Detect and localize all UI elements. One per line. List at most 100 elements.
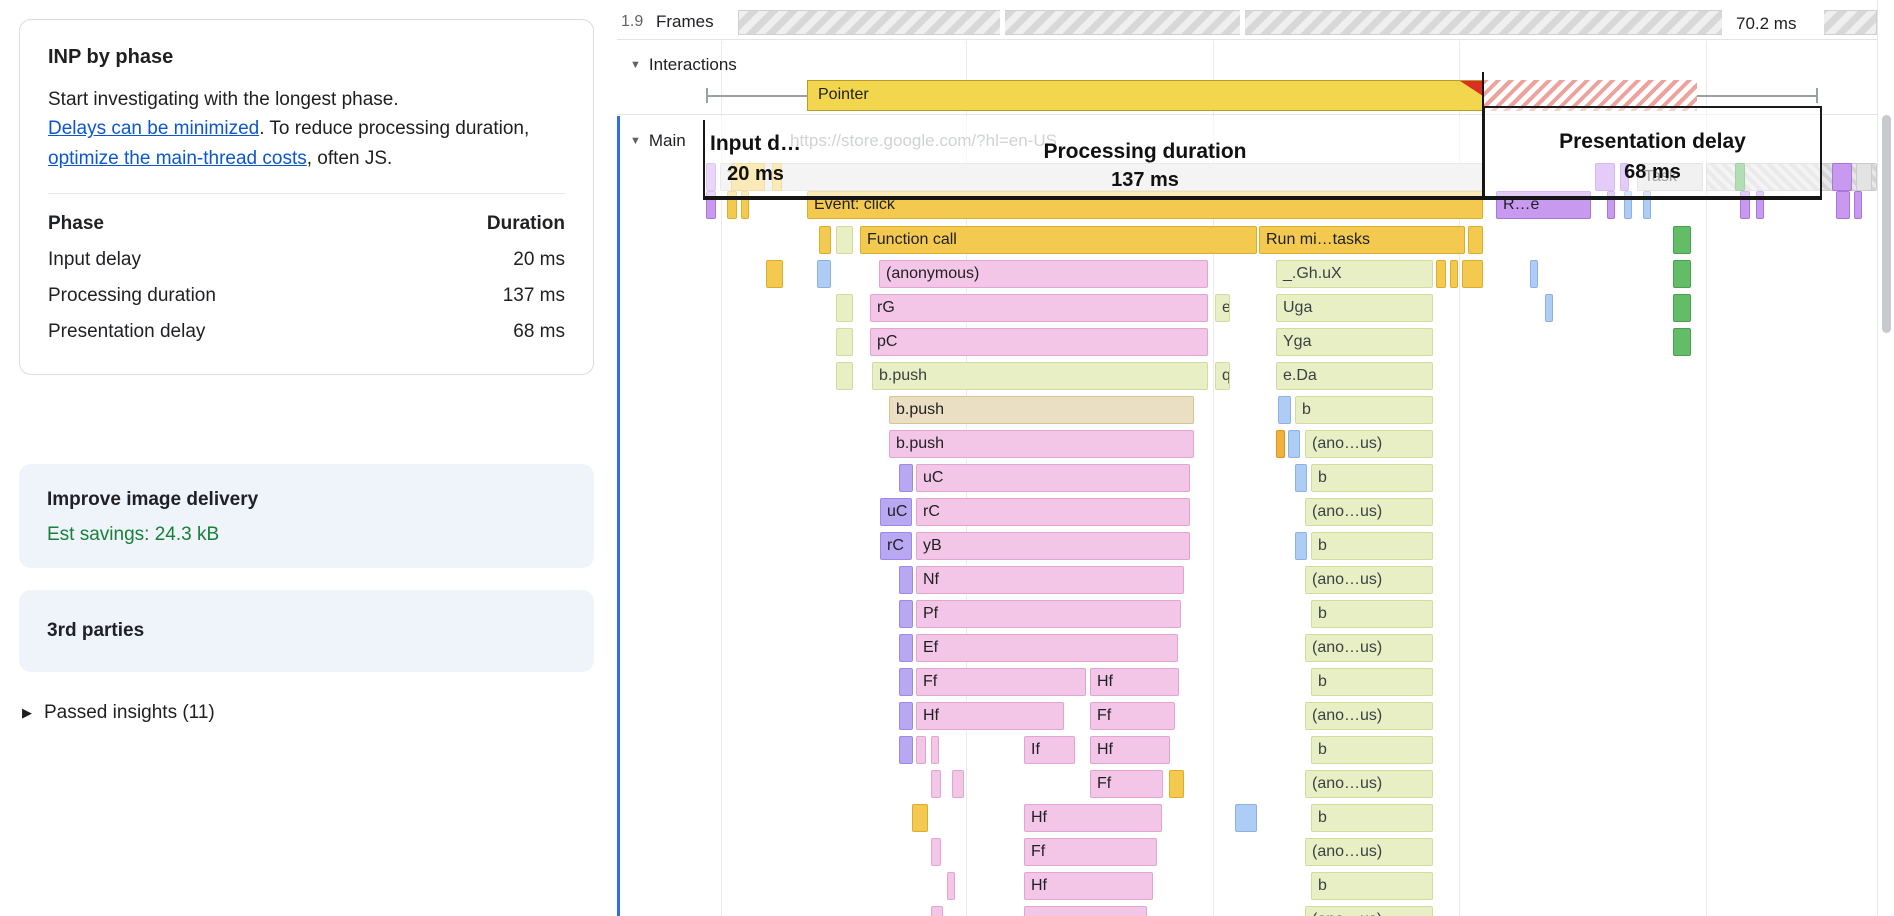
- pointer-interaction-bar[interactable]: Pointer: [807, 80, 1483, 111]
- flame-bar-ff[interactable]: Ff: [1090, 770, 1163, 798]
- third-parties-card[interactable]: 3rd parties: [19, 590, 594, 672]
- flame-bar[interactable]: [1169, 770, 1184, 798]
- flame-bar[interactable]: [1436, 260, 1446, 288]
- optimize-main-thread-link[interactable]: optimize the main-thread costs: [48, 147, 307, 169]
- flame-bar-eda[interactable]: e.Da: [1276, 362, 1433, 390]
- flame-bar[interactable]: [899, 600, 913, 628]
- flame-bar[interactable]: [817, 260, 831, 288]
- flame-bar-yb[interactable]: yB: [916, 532, 1190, 560]
- flame-bar-functioncall[interactable]: Function call: [860, 226, 1257, 254]
- flame-bar[interactable]: [1468, 226, 1483, 254]
- flame-bar-anous[interactable]: (ano…us): [1305, 838, 1433, 866]
- improve-image-delivery-card[interactable]: Improve image delivery Est savings: 24.3…: [19, 464, 594, 568]
- flame-bar[interactable]: [931, 838, 941, 866]
- collapse-arrow-icon[interactable]: ▼: [630, 59, 641, 71]
- flame-bar[interactable]: [931, 770, 941, 798]
- flame-bar[interactable]: [1235, 804, 1257, 832]
- flame-bar[interactable]: [947, 872, 955, 900]
- flame-bar[interactable]: [899, 634, 913, 662]
- flame-bar[interactable]: [899, 668, 913, 696]
- flame-bar-bpush[interactable]: b.push: [889, 430, 1194, 458]
- flame-bar-anous[interactable]: (ano…us): [1305, 906, 1433, 916]
- flame-bar[interactable]: [952, 770, 964, 798]
- flame-bar-b[interactable]: b: [1311, 464, 1433, 492]
- flame-bar[interactable]: [1673, 328, 1691, 356]
- flame-bar-hf[interactable]: Hf: [1090, 668, 1179, 696]
- flame-bar-rc[interactable]: rC: [916, 498, 1190, 526]
- flame-bar-uc[interactable]: uC: [916, 464, 1190, 492]
- flame-bar-anous[interactable]: (ano…us): [1305, 702, 1433, 730]
- flame-bar-b[interactable]: b: [1311, 668, 1433, 696]
- flame-bar[interactable]: [899, 566, 913, 594]
- flame-bar-b[interactable]: b: [1295, 396, 1433, 424]
- flame-bar-ff[interactable]: Ff: [1090, 702, 1175, 730]
- flame-bar[interactable]: [819, 226, 831, 254]
- flame-bar[interactable]: [1856, 163, 1872, 191]
- flame-bar-bpush[interactable]: b.push: [889, 396, 1194, 424]
- flame-bar[interactable]: [1276, 430, 1285, 458]
- flame-bar[interactable]: [1545, 294, 1553, 322]
- flame-bar-ef[interactable]: Ef: [916, 634, 1178, 662]
- flame-bar-b[interactable]: b: [1311, 600, 1433, 628]
- flame-bar-hf[interactable]: Hf: [1090, 736, 1170, 764]
- flame-bar[interactable]: [931, 736, 939, 764]
- flame-bar-ghux[interactable]: _.Gh.uX: [1276, 260, 1433, 288]
- flame-bar[interactable]: [836, 362, 853, 390]
- flame-bar-q[interactable]: q: [1215, 362, 1230, 390]
- flame-bar[interactable]: [1295, 464, 1307, 492]
- flame-bar-uc[interactable]: uC: [880, 498, 912, 526]
- flame-bar[interactable]: [1462, 260, 1483, 288]
- flame-bar-anous[interactable]: (ano…us): [1305, 498, 1433, 526]
- flame-bar[interactable]: [1530, 260, 1538, 288]
- flame-bar[interactable]: [1673, 260, 1691, 288]
- flame-bar[interactable]: [916, 736, 926, 764]
- flame-bar[interactable]: [1836, 191, 1850, 219]
- flame-bar[interactable]: [1288, 430, 1300, 458]
- flame-bar-anonymous[interactable]: (anonymous): [879, 260, 1208, 288]
- flame-bar-hf[interactable]: Hf: [1024, 804, 1162, 832]
- flame-bar-pc[interactable]: pC: [870, 328, 1208, 356]
- flame-bar-uga[interactable]: Uga: [1276, 294, 1433, 322]
- flame-bar[interactable]: [912, 804, 928, 832]
- flame-bar[interactable]: [766, 260, 783, 288]
- flame-bar[interactable]: [1278, 396, 1291, 424]
- frames-track-bar[interactable]: [738, 10, 1877, 35]
- flame-bar-b[interactable]: b: [1311, 872, 1433, 900]
- passed-insights-toggle[interactable]: ▶ Passed insights (11): [22, 702, 215, 724]
- collapse-arrow-icon[interactable]: ▼: [630, 135, 641, 147]
- flame-bar-rc[interactable]: rC: [880, 532, 912, 560]
- flame-bar-anous[interactable]: (ano…us): [1305, 634, 1433, 662]
- flame-bar[interactable]: [1450, 260, 1458, 288]
- flame-bar[interactable]: [1673, 294, 1691, 322]
- flame-bar-anous[interactable]: (ano…us): [1305, 566, 1433, 594]
- flame-bar[interactable]: [836, 294, 853, 322]
- main-track-header[interactable]: ▼ Main: [630, 131, 686, 151]
- flame-bar-rg[interactable]: rG: [870, 294, 1208, 322]
- flame-bar-ff[interactable]: Ff: [916, 668, 1086, 696]
- delays-minimized-link[interactable]: Delays can be minimized: [48, 118, 260, 140]
- flame-bar[interactable]: [899, 702, 913, 730]
- flame-bar-e[interactable]: e: [1215, 294, 1230, 322]
- flame-bar-b[interactable]: b: [1311, 736, 1433, 764]
- interactions-track-header[interactable]: ▼ Interactions: [630, 55, 737, 75]
- flame-bar-nf[interactable]: Nf: [916, 566, 1184, 594]
- flame-bar-if[interactable]: If: [1024, 736, 1075, 764]
- flame-bar[interactable]: [1024, 906, 1147, 916]
- flame-bar[interactable]: [899, 464, 913, 492]
- flame-bar-b[interactable]: b: [1311, 532, 1433, 560]
- flame-bar[interactable]: [1854, 191, 1862, 219]
- flame-bar[interactable]: [1673, 226, 1691, 254]
- flame-bar-bpush[interactable]: b.push: [872, 362, 1208, 390]
- flame-bar[interactable]: [1832, 163, 1852, 191]
- flame-bar[interactable]: [836, 226, 853, 254]
- flame-bar[interactable]: [1295, 532, 1307, 560]
- flame-bar-anous[interactable]: (ano…us): [1305, 770, 1433, 798]
- flame-bar-anous[interactable]: (ano…us): [1305, 430, 1433, 458]
- flame-bar-b[interactable]: b: [1311, 804, 1433, 832]
- vertical-scrollbar[interactable]: [1882, 115, 1891, 333]
- flame-bar-runmitasks[interactable]: Run mi…tasks: [1259, 226, 1465, 254]
- flame-bar-hf[interactable]: Hf: [916, 702, 1064, 730]
- flame-bar[interactable]: [836, 328, 853, 356]
- flame-bar-ff[interactable]: Ff: [1024, 838, 1157, 866]
- flame-bar-yga[interactable]: Yga: [1276, 328, 1433, 356]
